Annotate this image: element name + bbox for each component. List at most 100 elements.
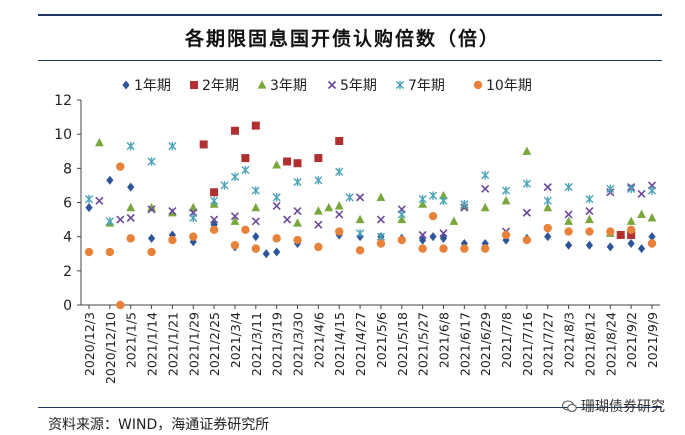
- data-point-series-3: [376, 215, 385, 224]
- legend-marker-5: [473, 80, 483, 90]
- data-point-series-5: [335, 227, 344, 236]
- data-point-series-2: [334, 201, 344, 210]
- x-tick-label: 2021/9/9: [645, 312, 660, 368]
- data-point-series-5: [314, 242, 323, 252]
- data-point-series-5: [522, 235, 532, 245]
- data-point-series-5: [84, 247, 94, 257]
- x-tick-label: 2021/3/19: [270, 312, 285, 376]
- legend-label-5: 10年期: [486, 78, 532, 94]
- data-point-series-1: [293, 159, 302, 168]
- data-point-series-0: [606, 242, 614, 252]
- data-point-series-4: [522, 179, 531, 188]
- data-point-series-1: [627, 230, 636, 239]
- data-point-series-3: [95, 196, 104, 205]
- x-tick-label: 2021/3/11: [249, 312, 264, 376]
- data-point-series-5: [116, 300, 125, 310]
- data-point-series-5: [168, 235, 177, 245]
- data-point-series-4: [272, 193, 281, 202]
- data-point-series-0: [585, 240, 594, 250]
- data-point-series-2: [397, 214, 407, 224]
- data-point-series-5: [189, 232, 198, 241]
- wechat-icon: [562, 399, 577, 412]
- data-point-series-5: [606, 227, 615, 236]
- data-point-series-0: [544, 232, 552, 242]
- data-point-series-5: [126, 234, 135, 243]
- data-point-series-4: [543, 196, 552, 205]
- chart-title: 各期限固息国开债认购倍数（倍）: [184, 28, 500, 50]
- y-tick-label: 6: [63, 196, 72, 212]
- data-point-series-3: [637, 189, 646, 199]
- legend-label-3: 5年期: [340, 78, 377, 94]
- x-tick-label: 2021/1/29: [186, 312, 201, 376]
- data-point-series-5: [116, 162, 125, 171]
- data-point-series-4: [105, 217, 114, 226]
- watermark-text: 珊瑚债券研究: [581, 399, 665, 415]
- data-point-series-1: [241, 154, 250, 163]
- data-point-series-3: [585, 206, 594, 216]
- x-tick-label: 2021/6/8: [436, 312, 451, 368]
- data-point-series-3: [230, 212, 240, 221]
- data-point-series-5: [647, 239, 657, 248]
- data-point-series-5: [209, 225, 219, 235]
- data-point-series-3: [439, 229, 448, 238]
- data-point-series-4: [210, 196, 219, 205]
- data-point-series-4: [293, 177, 302, 187]
- data-point-series-4: [564, 182, 573, 192]
- data-point-series-5: [397, 235, 406, 245]
- data-point-series-0: [262, 249, 270, 259]
- data-point-series-4: [418, 194, 427, 204]
- data-point-series-4: [241, 165, 250, 175]
- x-tick-label: 2021/3/30: [291, 312, 306, 376]
- x-tick-label: 2020/12/10: [103, 312, 118, 384]
- x-tick-label: 2021/5/6: [374, 312, 389, 368]
- x-tick-label: 2021/7/27: [541, 312, 556, 376]
- data-point-series-5: [355, 246, 365, 255]
- data-point-series-5: [376, 239, 386, 248]
- data-point-series-0: [648, 232, 656, 242]
- data-point-series-1: [314, 154, 323, 163]
- data-point-series-0: [147, 233, 156, 243]
- data-point-series-0: [127, 182, 135, 192]
- data-point-series-3: [126, 213, 135, 222]
- y-tick-label: 12: [54, 93, 72, 109]
- data-point-series-2: [293, 218, 302, 227]
- data-point-series-2: [543, 202, 553, 212]
- data-point-series-4: [439, 196, 448, 205]
- data-point-series-5: [564, 227, 573, 236]
- data-point-series-5: [626, 225, 636, 235]
- x-tick-label: 2021/4/15: [332, 312, 347, 376]
- x-tick-label: 2021/2/25: [207, 312, 222, 376]
- data-point-series-4: [335, 167, 344, 176]
- x-tick-label: 2021/4/27: [353, 312, 368, 376]
- x-tick-label: 2021/8/3: [562, 312, 577, 368]
- data-point-series-2: [439, 190, 448, 200]
- x-tick-label: 2021/1/21: [165, 312, 180, 376]
- data-point-series-3: [293, 206, 302, 216]
- data-point-series-2: [585, 214, 594, 224]
- x-tick-label: 2021/8/24: [603, 312, 618, 376]
- legend-label-2: 3年期: [270, 78, 307, 94]
- data-point-series-4: [147, 157, 156, 166]
- data-point-series-2: [188, 202, 198, 212]
- data-point-series-4: [189, 213, 198, 223]
- x-tick-label: 2021/6/17: [457, 312, 472, 376]
- y-tick-label: 10: [54, 127, 72, 143]
- data-point-series-2: [522, 146, 532, 155]
- data-point-series-4: [397, 210, 406, 219]
- data-point-series-2: [272, 160, 282, 169]
- legend-marker-3: [327, 80, 337, 90]
- y-tick-label: 0: [63, 298, 72, 314]
- data-point-series-2: [647, 213, 657, 222]
- x-tick-label: 2021/5/27: [416, 312, 431, 376]
- data-point-series-3: [314, 220, 323, 229]
- data-point-series-4: [460, 200, 469, 209]
- data-point-series-4: [647, 186, 657, 195]
- data-point-series-0: [439, 233, 448, 243]
- data-point-series-2: [95, 137, 104, 147]
- data-point-series-4: [168, 141, 177, 151]
- legend-marker-4: [395, 80, 405, 90]
- data-point-series-4: [606, 184, 615, 194]
- data-point-series-2: [501, 195, 511, 205]
- x-tick-label: 2021/1/14: [145, 312, 160, 376]
- data-point-series-2: [637, 209, 646, 219]
